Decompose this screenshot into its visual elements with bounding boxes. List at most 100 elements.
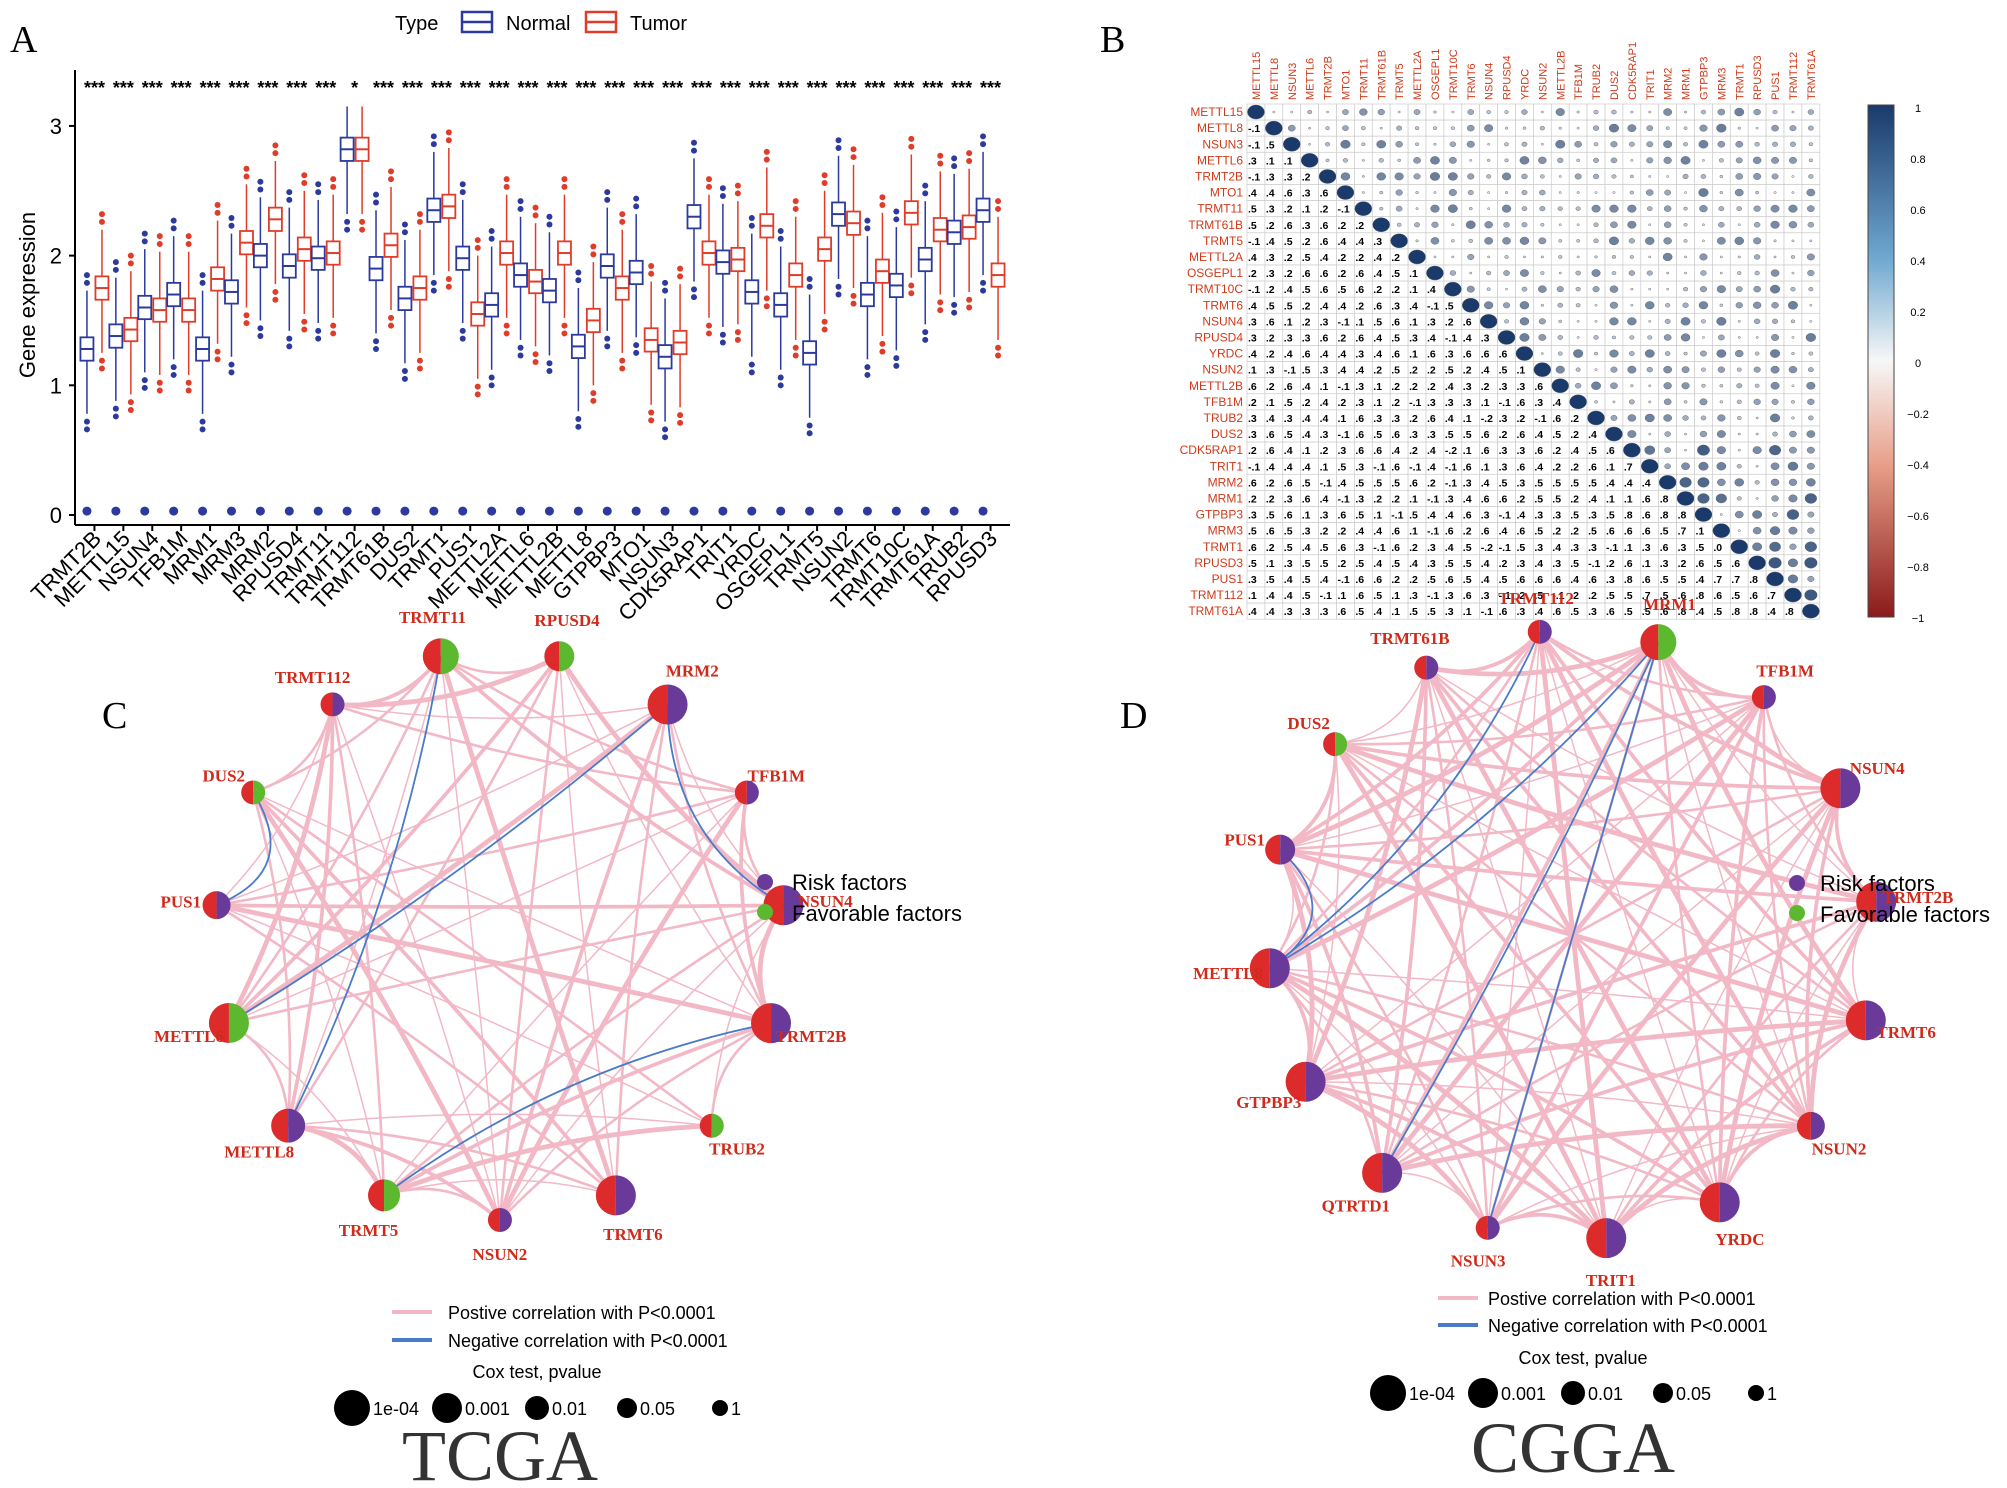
outlier [546, 221, 553, 228]
corr-ellipse [1519, 301, 1530, 310]
corr-value: .7 [1731, 574, 1740, 586]
outlier-zero [776, 506, 786, 516]
outlier [488, 227, 495, 234]
corr-ellipse [1605, 426, 1623, 442]
row-label: TRMT2B [1195, 169, 1243, 183]
node-PUS1: PUS1 [1224, 830, 1296, 865]
corr-ellipse [1611, 109, 1617, 115]
node-half-red [1699, 1182, 1720, 1223]
legend-factors: Risk factors Favorable factors [757, 870, 962, 926]
outlier [662, 287, 669, 294]
corr-ellipse [1379, 126, 1383, 130]
corr-ellipse [1737, 126, 1741, 130]
corr-ellipse [1593, 157, 1600, 163]
corr-ellipse [1698, 461, 1709, 471]
outlier [156, 240, 163, 247]
corr-ellipse [1753, 237, 1762, 245]
outlier [445, 283, 452, 290]
corr-value: .5 [1266, 574, 1275, 586]
corr-value: .6 [1320, 284, 1329, 296]
corr-value: .3 [1588, 542, 1597, 554]
corr-value: .6 [1373, 445, 1382, 457]
edge-positive [1605, 787, 1842, 1239]
corr-value: .4 [1373, 252, 1382, 264]
corr-ellipse [1413, 157, 1421, 164]
size-key-label: 1 [1767, 1384, 1777, 1404]
corr-ellipse [1540, 303, 1544, 307]
corr-ellipse [1684, 448, 1687, 452]
corr-value: .5 [1284, 236, 1293, 248]
corr-value: .5 [1713, 558, 1722, 570]
corr-ellipse [1340, 172, 1351, 181]
corr-value: .6 [1355, 574, 1364, 586]
legend-tumor-label: Tumor [630, 13, 687, 35]
corr-value: .4 [1320, 349, 1329, 361]
column-label: NSUN4 [1484, 63, 1496, 100]
corr-ellipse [1786, 509, 1800, 520]
node-label: PUS1 [160, 892, 201, 911]
corr-ellipse [1790, 286, 1796, 292]
row-label: MTO1 [1210, 186, 1243, 200]
corr-value: -.1 [1409, 397, 1421, 409]
corr-ellipse [1592, 125, 1600, 131]
edge-positive [1486, 696, 1766, 1229]
edge-negative [1269, 849, 1314, 969]
corr-value: .4 [1248, 606, 1257, 618]
corr-value: .5 [1302, 590, 1311, 602]
corr-value: .4 [1427, 284, 1436, 296]
corr-value: .4 [1570, 445, 1579, 457]
node-label: YRDC [1715, 1230, 1764, 1249]
corr-value: .1 [1517, 365, 1526, 377]
row-label: METTL2A [1189, 250, 1243, 264]
node-half-red [241, 780, 254, 805]
legend-size-keys: 1e-04 0.001 0.01 0.05 1 [1370, 1375, 1777, 1411]
corr-value: .5 [1534, 590, 1543, 602]
corr-ellipse [1591, 204, 1601, 213]
outlier-zero [834, 506, 844, 516]
box-tumor-METTL2B [557, 176, 572, 337]
outlier [430, 287, 437, 294]
corr-ellipse [1683, 142, 1688, 147]
box-tumor-DUS2 [412, 211, 428, 372]
box-normal-OSGEPL1 [773, 227, 789, 516]
corr-ellipse [1755, 336, 1759, 339]
corr-ellipse [1555, 365, 1565, 374]
outlier [474, 244, 481, 251]
box-tumor-TRUB2 [961, 150, 977, 311]
corr-ellipse [1698, 188, 1709, 197]
outlier [995, 198, 1002, 205]
corr-ellipse [1479, 314, 1498, 329]
outlier [83, 279, 90, 286]
corr-ellipse [1486, 110, 1491, 114]
corr-value: .5 [1266, 510, 1275, 522]
corr-value: .6 [1463, 461, 1472, 473]
corr-ellipse [1737, 271, 1742, 275]
corr-ellipse [1788, 366, 1798, 374]
corr-ellipse [1361, 126, 1366, 131]
corr-ellipse [1610, 157, 1618, 164]
corr-ellipse [1629, 351, 1635, 356]
size-key-label: 0.05 [640, 1399, 675, 1419]
edge-positive [287, 655, 561, 1127]
outlier [373, 199, 380, 206]
node-half-factor [440, 638, 459, 675]
outlier [401, 375, 408, 382]
corr-value: .3 [1678, 542, 1687, 554]
corr-ellipse [1504, 126, 1509, 130]
corr-value: .2 [1391, 574, 1400, 586]
corr-ellipse [1644, 445, 1656, 455]
outlier [690, 286, 697, 293]
corr-value: .4 [1534, 558, 1543, 570]
corr-value: .4 [1373, 268, 1382, 280]
corr-ellipse [1515, 346, 1534, 361]
corr-value: -.1 [1499, 397, 1511, 409]
corr-ellipse [1807, 398, 1815, 405]
box-normal-NSUN3 [657, 279, 673, 516]
edge-positive [287, 656, 442, 1126]
corr-value: .4 [1696, 606, 1705, 618]
legend-risk-dot [757, 874, 773, 890]
corr-ellipse [1807, 109, 1814, 115]
corr-value: .6 [1355, 445, 1364, 457]
corr-ellipse [1540, 352, 1544, 355]
corr-ellipse [1540, 255, 1544, 259]
